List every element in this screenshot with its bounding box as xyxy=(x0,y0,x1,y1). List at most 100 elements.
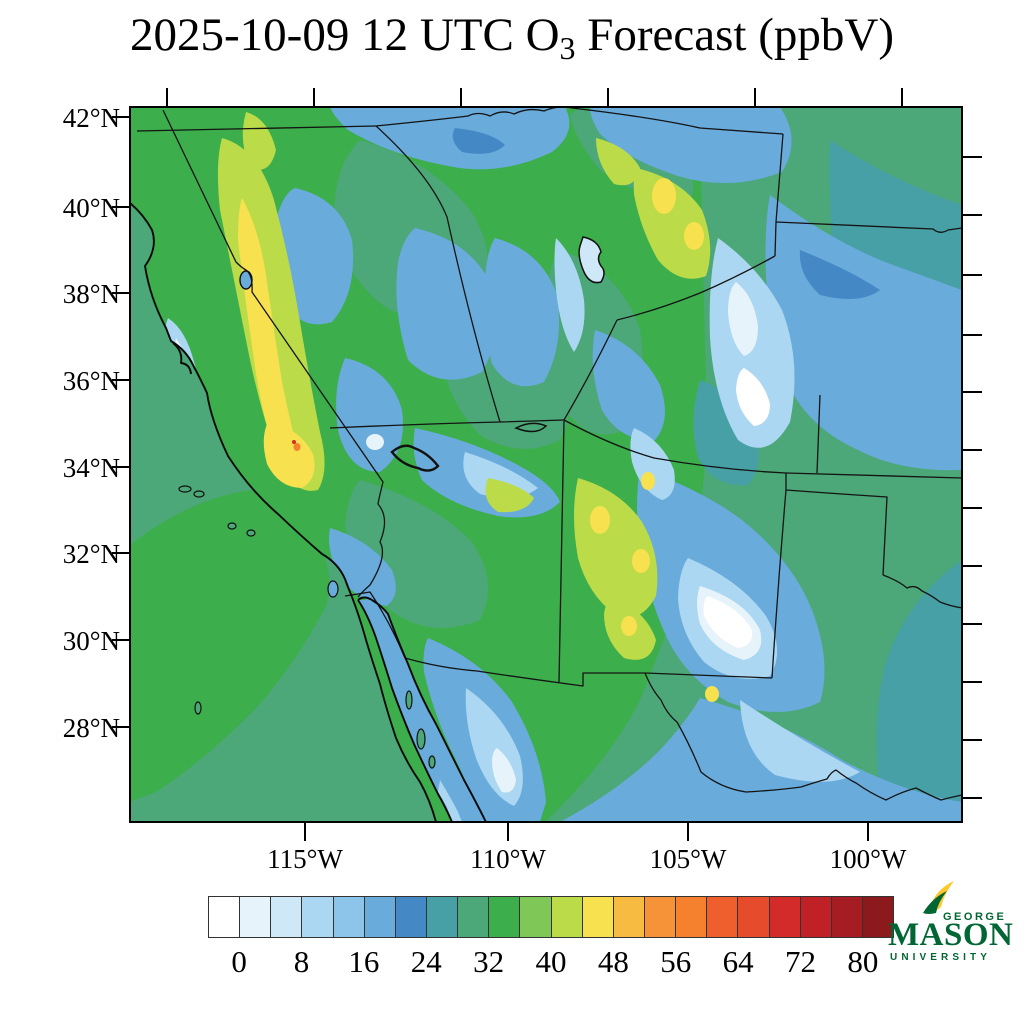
contour-region xyxy=(652,178,676,214)
contour-region xyxy=(276,188,354,325)
lake-powell xyxy=(514,422,548,433)
colorbar-segment-9 xyxy=(489,897,521,937)
state-border-line xyxy=(136,125,377,132)
state-border-line xyxy=(775,221,962,233)
coastline-path xyxy=(351,596,437,822)
contour-region xyxy=(484,238,560,387)
contour-region xyxy=(703,596,753,648)
state-border-line xyxy=(644,672,773,679)
colorbar-segment-1 xyxy=(240,897,272,937)
lon-tick-label: 100°W xyxy=(830,844,907,874)
colorbar-segment-5 xyxy=(364,897,396,937)
water-region xyxy=(130,490,330,802)
state-border-line xyxy=(344,591,645,687)
logo-word-george: GEORGE xyxy=(943,911,1007,923)
contour-region xyxy=(876,560,962,822)
colorbar-tick-label: 48 xyxy=(597,944,629,979)
contour-region xyxy=(242,112,276,170)
colorbar-tick-label: 80 xyxy=(847,944,879,979)
colorbar-segment-3 xyxy=(302,897,334,937)
axis-ticks xyxy=(112,88,982,841)
contour-region xyxy=(492,748,516,793)
water-region xyxy=(358,600,486,822)
contour-region xyxy=(592,330,665,441)
state-border-line xyxy=(563,419,962,479)
contour-region xyxy=(329,528,396,606)
coastline xyxy=(130,202,487,822)
contour-region xyxy=(596,138,640,186)
colorbar-tick-label: 56 xyxy=(660,944,692,979)
colorbar-segment-7 xyxy=(426,897,459,937)
island xyxy=(227,522,237,530)
contour-region xyxy=(705,686,719,702)
contour-region xyxy=(740,700,860,782)
contour-region xyxy=(463,452,538,498)
colorbar-segment-17 xyxy=(738,897,770,937)
lake-mead xyxy=(390,444,440,472)
great-salt-lake xyxy=(578,236,605,284)
logo-word-mason: MASON xyxy=(888,917,1014,953)
colorbar-segment-11 xyxy=(551,897,583,937)
island xyxy=(194,701,202,715)
salton-sea xyxy=(327,580,339,598)
colorbar-segment-19 xyxy=(800,897,832,937)
colorbar-segment-8 xyxy=(458,897,490,937)
contour-region xyxy=(641,472,655,490)
contour-region xyxy=(396,228,497,380)
title-text-2: Forecast (ppbV) xyxy=(575,9,894,61)
island xyxy=(416,728,426,750)
water-region xyxy=(438,780,462,822)
island xyxy=(405,690,413,710)
lat-tick-label: 36°N xyxy=(63,366,120,396)
state-borders xyxy=(136,107,962,801)
island xyxy=(428,755,436,769)
lat-tick-label: 28°N xyxy=(63,713,120,743)
state-border-line xyxy=(816,394,821,474)
contour-region xyxy=(799,250,880,299)
contour-region xyxy=(554,238,585,352)
state-border-line xyxy=(558,420,565,683)
gmu-flame-icon xyxy=(923,881,954,914)
lat-tick-label: 42°N xyxy=(63,103,120,133)
lat-tick-label: 40°N xyxy=(63,193,120,223)
colorbar-tick-label: 0 xyxy=(231,944,247,979)
contour-region xyxy=(684,222,704,250)
contour-region xyxy=(238,198,298,459)
contour-region xyxy=(366,434,384,450)
colorbar-segment-21 xyxy=(862,897,894,937)
island xyxy=(193,490,205,498)
contour-region xyxy=(330,107,570,170)
colorbar-segment-6 xyxy=(395,897,427,937)
contour-region xyxy=(693,380,759,486)
state-border-line xyxy=(774,133,784,257)
colorbar-segment-18 xyxy=(769,897,801,937)
contour-region xyxy=(728,282,758,356)
state-border-line xyxy=(644,672,962,801)
state-border-line xyxy=(162,109,386,598)
axis-tick-labels: 42°N 40°N 38°N 36°N 34°N 32°N 30°N 28°N 115°W 110… xyxy=(63,103,907,874)
island xyxy=(246,529,256,537)
lon-tick-label: 115°W xyxy=(267,844,343,874)
state-border-line xyxy=(785,473,888,576)
colorbar-segment-12 xyxy=(582,897,614,937)
lon-tick-label: 110°W xyxy=(470,844,546,874)
colorbar-segment-4 xyxy=(333,897,365,937)
coastline-path xyxy=(130,202,353,598)
coastline-path xyxy=(357,596,373,601)
title-text: 2025-10-09 12 UTC O xyxy=(130,9,560,61)
george-mason-university-logo: GEORGE MASON UNIVERSITY xyxy=(886,881,1020,974)
contour-region xyxy=(263,422,315,488)
colorbar-tick-label: 40 xyxy=(535,944,567,979)
state-border-line xyxy=(329,419,565,429)
colorbar-segment-10 xyxy=(520,897,552,937)
state-border-line xyxy=(375,107,784,135)
state-border-line xyxy=(882,574,962,609)
lon-tick-label: 105°W xyxy=(650,844,727,874)
colorbar-segment-20 xyxy=(831,897,863,937)
ocean-and-gulf xyxy=(130,203,486,822)
contour-region xyxy=(590,506,610,534)
lake-tahoe xyxy=(239,270,253,290)
colorbar-tick-label: 72 xyxy=(784,944,816,979)
